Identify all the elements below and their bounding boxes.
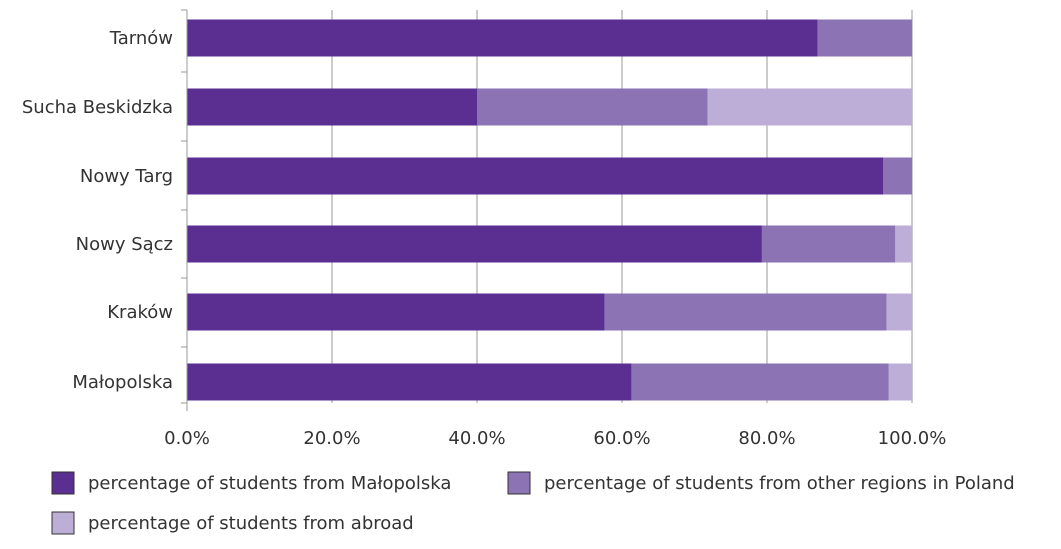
- legend-label: percentage of students from Małopolska: [88, 473, 451, 494]
- category-label: Tarnów: [109, 28, 173, 49]
- bar-segment: [883, 157, 912, 195]
- legend-swatch: [51, 471, 75, 495]
- x-tick-label: 60.0%: [593, 428, 650, 449]
- bar-segment: [187, 157, 883, 195]
- bar-segment: [187, 88, 477, 126]
- bar-segment: [817, 19, 912, 57]
- category-label: Nowy Targ: [80, 166, 173, 187]
- category-label: Małopolska: [72, 372, 173, 393]
- bar-segment: [477, 88, 708, 126]
- legend-swatch: [51, 511, 75, 535]
- bars: [187, 19, 912, 401]
- x-tick-label: 80.0%: [738, 428, 795, 449]
- bar-segment: [187, 363, 632, 401]
- axes: Tarnów Sucha Beskidzka Nowy Targ Nowy Sącz K…: [22, 9, 947, 449]
- x-tick-label: 20.0%: [303, 428, 360, 449]
- bar-segment: [761, 225, 896, 263]
- legend: percentage of students from Małopolska pe…: [51, 471, 1015, 535]
- bar-segment: [631, 363, 889, 401]
- x-tick-label: 40.0%: [448, 428, 505, 449]
- bar-segment: [707, 88, 912, 126]
- bar-segment: [187, 293, 605, 331]
- legend-label: percentage of students from abroad: [88, 513, 414, 534]
- category-label: Sucha Beskidzka: [22, 97, 173, 118]
- category-label: Kraków: [107, 302, 173, 323]
- gridlines: [331, 10, 913, 403]
- x-tick-label: 0.0%: [164, 428, 210, 449]
- bar-segment: [604, 293, 887, 331]
- bar-segment: [187, 19, 818, 57]
- bar-segment: [895, 225, 912, 263]
- legend-swatch: [507, 471, 531, 495]
- category-label: Nowy Sącz: [76, 234, 173, 255]
- x-tick-label: 100.0%: [878, 428, 947, 449]
- bar-segment: [888, 363, 912, 401]
- bar-segment: [187, 225, 762, 263]
- bar-segment: [886, 293, 912, 331]
- legend-label: percentage of students from other region…: [544, 473, 1015, 494]
